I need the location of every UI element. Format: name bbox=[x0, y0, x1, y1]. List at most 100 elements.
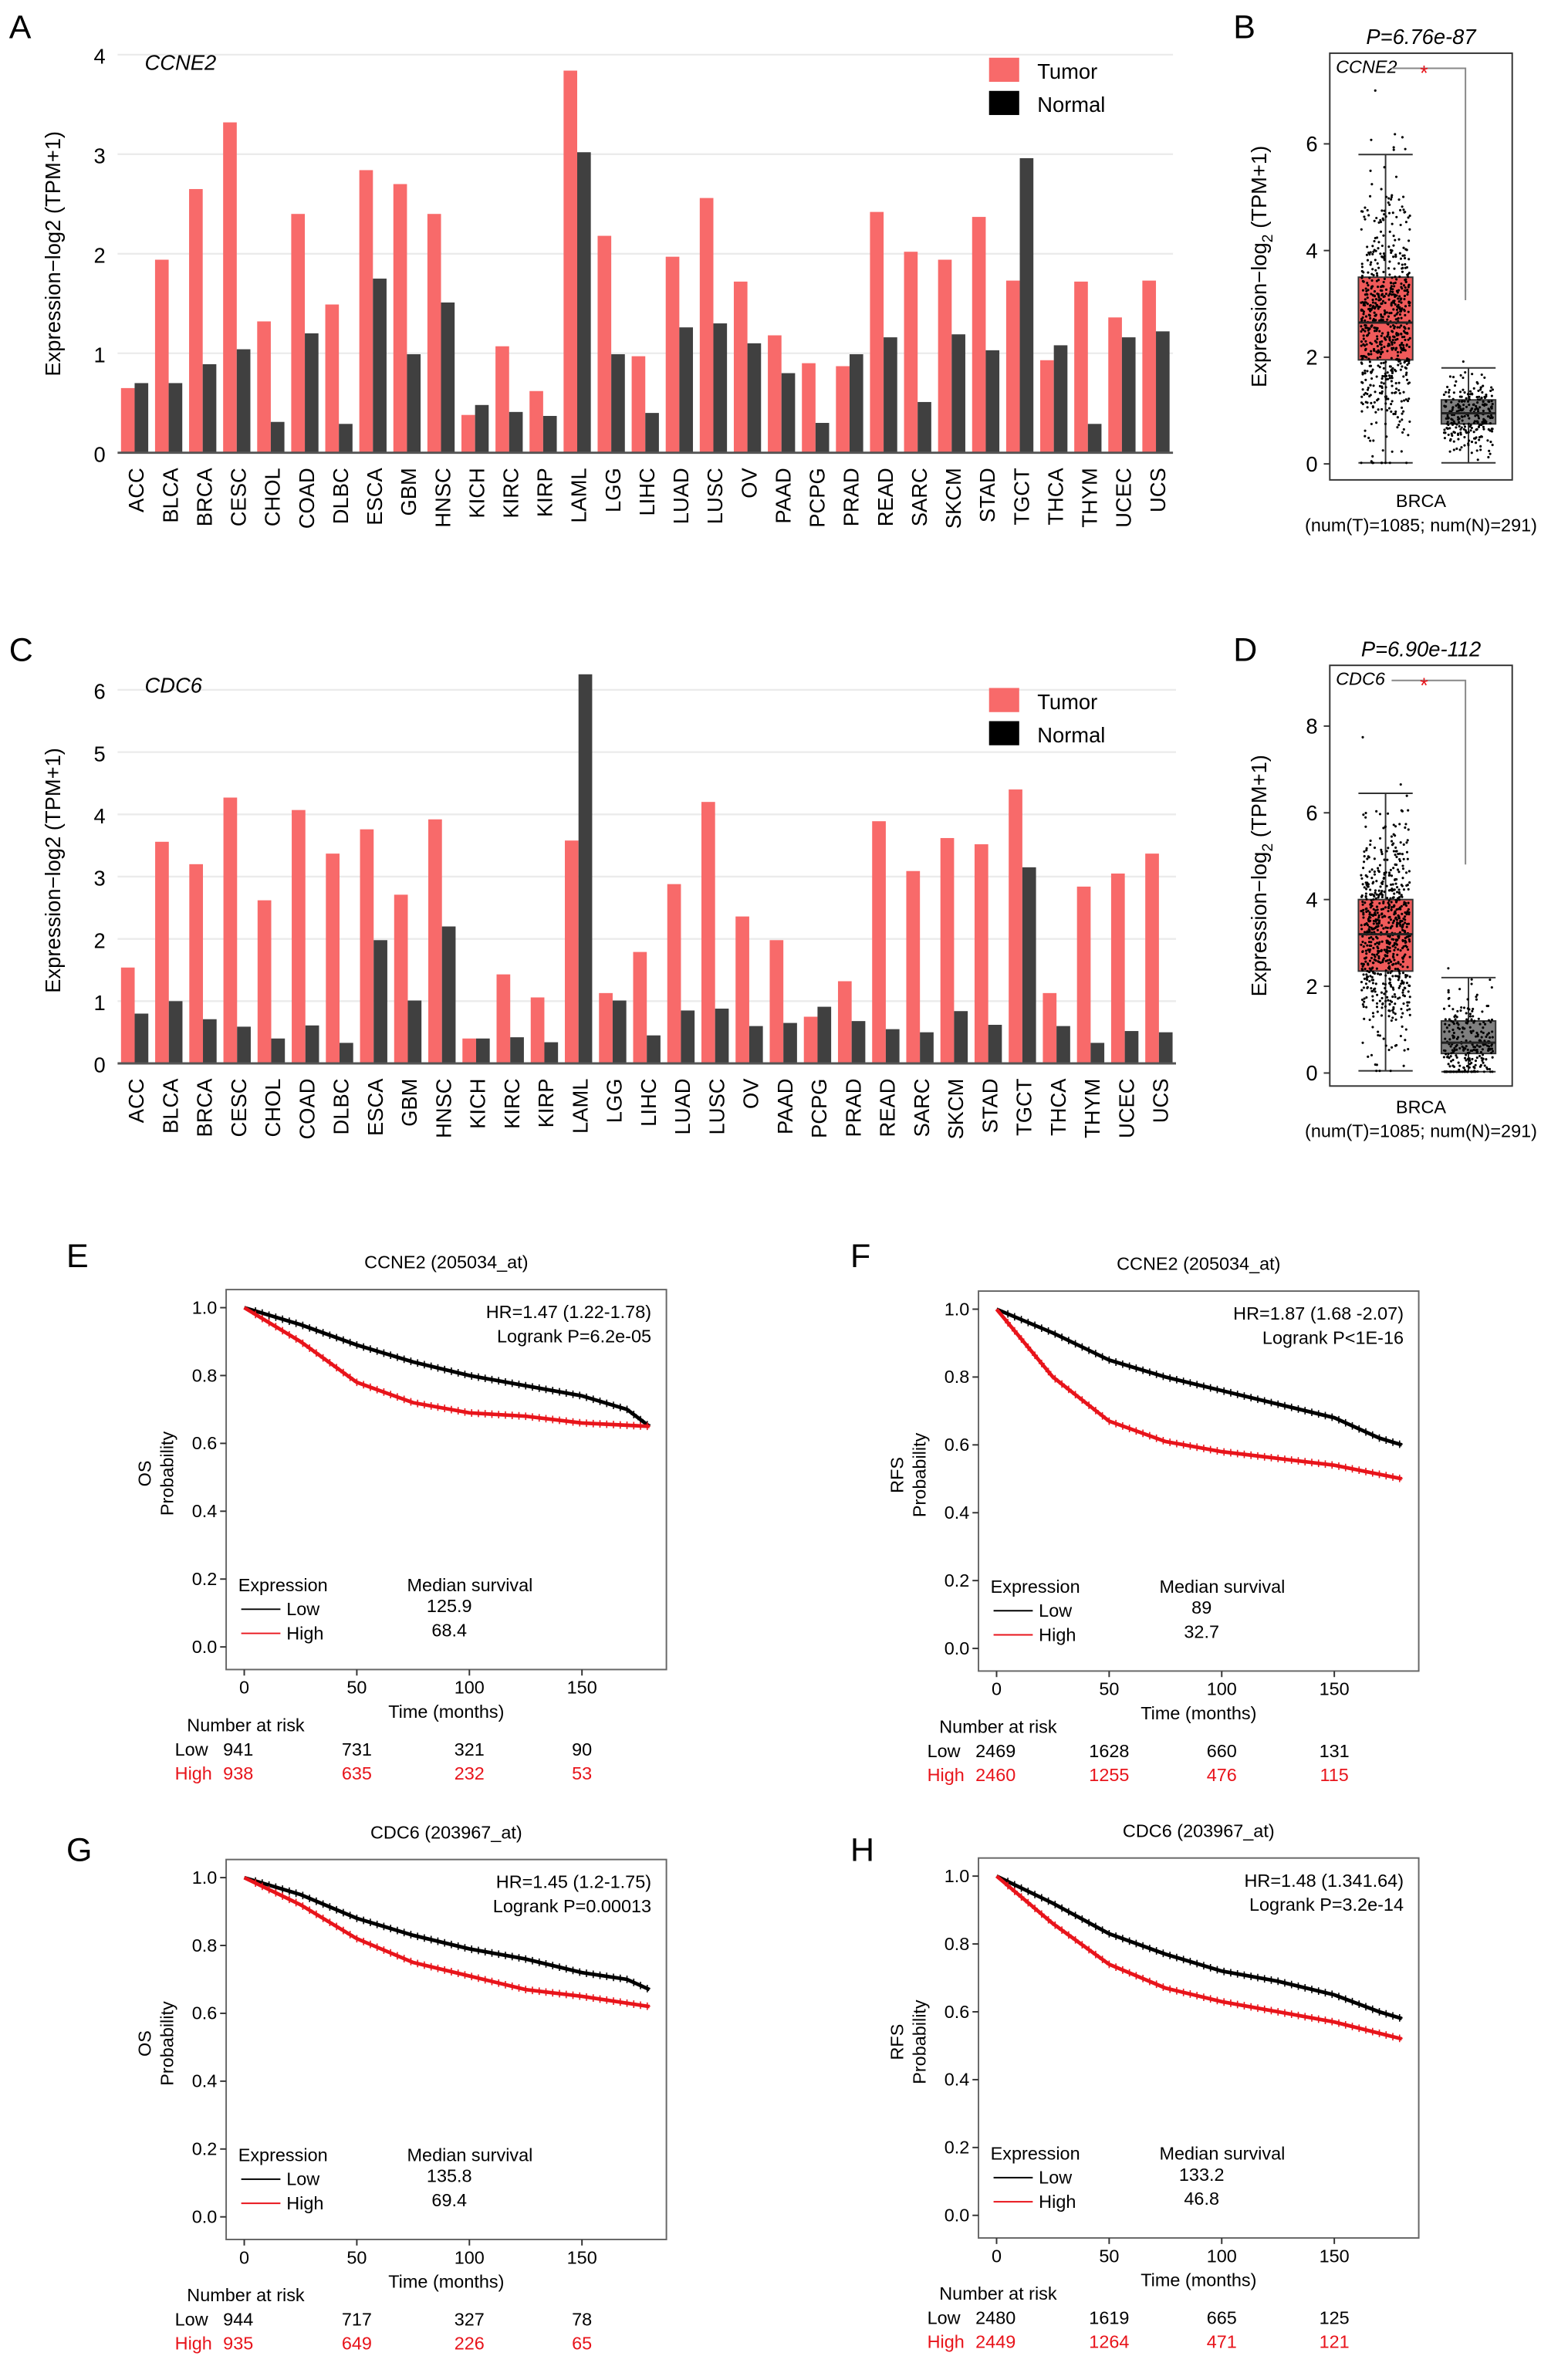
data-point-tumor bbox=[1394, 390, 1397, 394]
data-point-tumor bbox=[1391, 905, 1394, 909]
data-point-normal bbox=[1443, 1030, 1446, 1033]
legend-title: Expression bbox=[991, 2143, 1080, 2163]
data-point-normal bbox=[1450, 432, 1453, 435]
data-point-tumor bbox=[1377, 279, 1380, 282]
data-point-normal bbox=[1452, 1050, 1455, 1053]
data-point-tumor bbox=[1369, 263, 1372, 266]
data-point-normal bbox=[1488, 1067, 1492, 1070]
data-point-tumor bbox=[1371, 461, 1375, 465]
data-point-tumor bbox=[1389, 325, 1392, 328]
data-point-normal bbox=[1448, 450, 1451, 453]
data-point-normal bbox=[1491, 403, 1494, 406]
data-point-normal bbox=[1487, 1004, 1490, 1008]
median-survival-high: 46.8 bbox=[1184, 2189, 1219, 2209]
data-point-tumor bbox=[1392, 148, 1395, 151]
data-point-tumor bbox=[1386, 350, 1389, 353]
bar-tumor-lgg bbox=[597, 235, 612, 453]
y-tick-label: 6 bbox=[94, 680, 106, 704]
bar-tumor-lihc bbox=[633, 952, 647, 1064]
data-point-normal bbox=[1463, 414, 1466, 417]
data-point-tumor bbox=[1372, 922, 1375, 925]
data-point-tumor bbox=[1375, 328, 1378, 331]
data-point-tumor bbox=[1383, 873, 1386, 876]
data-point-normal bbox=[1477, 425, 1481, 428]
data-point-tumor bbox=[1362, 271, 1365, 274]
data-point-normal bbox=[1445, 1053, 1448, 1056]
data-point-tumor bbox=[1406, 1004, 1409, 1007]
data-point-tumor bbox=[1384, 974, 1387, 977]
y-tick-label: 1.0 bbox=[945, 1866, 970, 1886]
data-point-tumor bbox=[1368, 360, 1372, 363]
data-point-normal bbox=[1455, 404, 1458, 407]
x-tick-label: 100 bbox=[1207, 2246, 1237, 2266]
data-point-normal bbox=[1478, 1065, 1482, 1068]
data-point-normal bbox=[1451, 1064, 1455, 1067]
risk-count-high: 471 bbox=[1207, 2332, 1237, 2352]
bar-normal-thca bbox=[1053, 345, 1068, 453]
risk-count-high: 1264 bbox=[1089, 2332, 1129, 2352]
data-point-tumor bbox=[1372, 988, 1376, 991]
legend-label-normal: Normal bbox=[1037, 723, 1105, 747]
p-value-title: P=6.76e-87 bbox=[1366, 25, 1477, 49]
data-point-tumor bbox=[1398, 326, 1401, 329]
data-point-tumor bbox=[1368, 950, 1371, 953]
data-point-tumor bbox=[1364, 206, 1367, 209]
x-tick-label: LUSC bbox=[703, 468, 727, 524]
data-point-tumor bbox=[1394, 281, 1397, 285]
data-point-tumor bbox=[1402, 410, 1405, 413]
data-point-tumor bbox=[1376, 925, 1379, 928]
data-point-tumor bbox=[1380, 209, 1384, 212]
panel-label-a: A bbox=[9, 8, 32, 46]
data-point-tumor bbox=[1371, 252, 1374, 255]
data-point-tumor bbox=[1394, 175, 1398, 178]
data-point-tumor bbox=[1369, 303, 1372, 307]
data-point-normal bbox=[1488, 408, 1491, 411]
data-point-normal bbox=[1464, 370, 1467, 374]
data-point-tumor bbox=[1370, 979, 1374, 982]
data-point-tumor bbox=[1401, 877, 1404, 880]
data-point-normal bbox=[1472, 437, 1476, 440]
y-axis-label: OS bbox=[134, 2030, 154, 2057]
data-point-tumor bbox=[1398, 852, 1401, 855]
data-point-normal bbox=[1452, 440, 1455, 443]
data-point-tumor bbox=[1404, 398, 1407, 401]
data-point-tumor bbox=[1370, 272, 1374, 275]
risk-count-low: 717 bbox=[342, 2309, 372, 2329]
bar-normal-stad bbox=[988, 1024, 1002, 1064]
data-point-tumor bbox=[1365, 343, 1368, 346]
data-point-tumor bbox=[1397, 961, 1400, 964]
data-point-tumor bbox=[1384, 926, 1387, 929]
data-point-tumor bbox=[1394, 318, 1397, 321]
legend-swatch-normal bbox=[988, 90, 1019, 116]
data-point-tumor bbox=[1397, 870, 1401, 874]
data-point-tumor bbox=[1402, 195, 1405, 198]
data-point-tumor bbox=[1395, 850, 1398, 853]
bar-normal-lgg bbox=[612, 1000, 627, 1064]
bar-normal-kirp bbox=[542, 415, 557, 453]
data-point-tumor bbox=[1381, 958, 1384, 962]
data-point-tumor bbox=[1392, 867, 1395, 870]
data-point-tumor bbox=[1363, 997, 1366, 1000]
x-tick-label: KIRP bbox=[533, 468, 557, 517]
x-tick-label: 100 bbox=[455, 2247, 485, 2267]
data-point-tumor bbox=[1375, 935, 1378, 938]
data-point-tumor bbox=[1367, 308, 1370, 311]
data-point-tumor bbox=[1370, 901, 1374, 904]
data-point-tumor bbox=[1381, 449, 1384, 452]
data-point-tumor bbox=[1395, 278, 1398, 281]
data-point-tumor bbox=[1384, 292, 1387, 296]
hazard-ratio: HR=1.87 (1.68 -2.07) bbox=[1233, 1303, 1404, 1323]
x-tick-label: PCPG bbox=[807, 1079, 831, 1139]
data-point-normal bbox=[1476, 1035, 1479, 1038]
data-point-tumor bbox=[1361, 965, 1364, 968]
data-point-tumor bbox=[1381, 1002, 1384, 1006]
data-point-tumor bbox=[1375, 421, 1378, 424]
data-point-tumor bbox=[1385, 850, 1388, 853]
bar-normal-stad bbox=[985, 350, 1000, 453]
data-point-tumor bbox=[1384, 301, 1387, 305]
data-point-tumor bbox=[1360, 358, 1364, 361]
data-point-tumor bbox=[1360, 401, 1364, 404]
data-point-tumor bbox=[1392, 833, 1395, 836]
data-point-tumor bbox=[1363, 393, 1366, 396]
data-point-tumor bbox=[1367, 357, 1370, 360]
